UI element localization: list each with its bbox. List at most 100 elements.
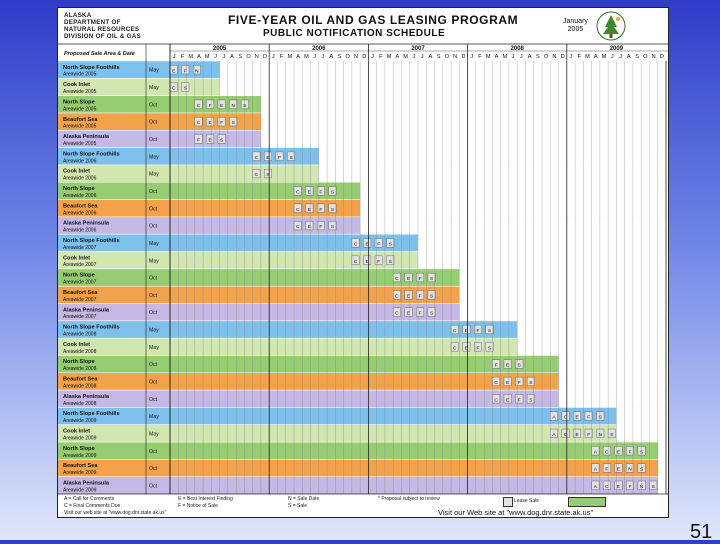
month-label: N	[255, 54, 259, 60]
row-future-area	[260, 130, 668, 148]
milestone-letter: S	[331, 207, 334, 213]
website-link[interactable]: Visit our Web site at "www.dog.dnr.state…	[438, 508, 594, 517]
sale-month: Oct	[149, 276, 158, 282]
sale-month: Oct	[149, 293, 158, 299]
sale-area-name: Cook Inlet	[63, 82, 90, 88]
milestone-box	[602, 463, 611, 473]
org-line: NATURAL RESOURCES	[64, 26, 140, 33]
sale-month: May	[149, 68, 159, 74]
milestone-letter: S	[243, 103, 246, 109]
milestone-box	[217, 117, 226, 127]
milestone-box	[503, 394, 512, 404]
milestone-letter: S	[266, 172, 269, 178]
sale-year-name: Areawide 2005	[63, 124, 97, 130]
milestone-letter: N	[640, 484, 644, 490]
month-label: A	[329, 54, 333, 60]
month-label: M	[387, 54, 392, 60]
sale-month: May	[149, 85, 159, 91]
milestone-letter: S	[599, 415, 602, 421]
month-label: A	[495, 54, 499, 60]
month-label: S	[238, 54, 242, 60]
milestone-letter: F	[629, 449, 632, 455]
row-future-area	[616, 424, 668, 443]
month-label: F	[577, 54, 581, 60]
year-label: 2009	[610, 46, 624, 52]
sale-area-name: Cook Inlet	[63, 169, 90, 175]
column-header: Proposed Sale Area & Date	[64, 51, 135, 57]
sale-area-name: North Slope Foothills	[63, 411, 120, 417]
milestone-letter: E	[208, 138, 211, 144]
milestone-box	[206, 99, 215, 109]
milestone-box	[515, 394, 524, 404]
milestone-box	[427, 307, 436, 317]
sale-year-name: Areawide 2006	[63, 176, 97, 182]
sale-month: May	[149, 328, 159, 334]
milestone-letter: C	[296, 224, 300, 230]
month-label: J	[173, 54, 176, 60]
month-label: J	[412, 54, 415, 60]
sale-area-name: Beaufort Sea	[63, 290, 98, 296]
month-label: S	[437, 54, 441, 60]
month-label: D	[660, 54, 664, 60]
sale-month: May	[149, 241, 159, 247]
milestone-letter: S	[331, 189, 334, 195]
row-future-area	[360, 199, 668, 217]
month-label: N	[552, 54, 556, 60]
month-label: O	[544, 54, 549, 60]
milestone-box	[485, 324, 494, 334]
sale-area-name: Cook Inlet	[63, 429, 90, 435]
row-future-area	[360, 182, 668, 200]
milestone-box	[217, 134, 226, 144]
milestone-box	[427, 272, 436, 283]
milestone-letter: E	[366, 241, 369, 247]
month-label: J	[222, 54, 225, 60]
program-title: FIVE-YEAR OIL AND GAS LEASING PROGRAM	[228, 13, 519, 27]
month-label: J	[371, 54, 374, 60]
milestone-letter: F	[319, 189, 322, 195]
milestone-box	[503, 376, 512, 386]
footnote: * Proposal subject to review	[378, 496, 440, 502]
row-future-area	[558, 372, 668, 391]
milestone-box	[596, 428, 605, 438]
milestone-box	[515, 376, 524, 386]
sale-area-name: North Slope	[63, 186, 95, 192]
sale-year-name: Areawide 2006	[63, 193, 97, 199]
milestone-letter: E	[407, 293, 410, 299]
milestone-box	[626, 480, 634, 490]
month-label: O	[643, 54, 648, 60]
milestone-box	[264, 151, 272, 161]
milestone-box	[275, 151, 284, 161]
milestone-letter: F	[319, 224, 322, 230]
milestone-box	[316, 186, 325, 196]
milestone-box	[287, 151, 296, 161]
milestone-letter: E	[506, 363, 509, 369]
sale-month: Oct	[149, 137, 158, 143]
month-label: O	[346, 54, 351, 60]
month-label: D	[263, 54, 267, 60]
month-label: A	[197, 54, 201, 60]
milestone-box	[561, 428, 570, 438]
milestone-box	[503, 359, 512, 369]
milestone-letter: F	[476, 345, 479, 351]
milestone-letter: E	[308, 224, 311, 230]
milestone-letter: F	[518, 380, 521, 386]
sale-month: Oct	[149, 466, 158, 472]
milestone-box	[374, 238, 383, 248]
milestone-letter: E	[366, 259, 369, 265]
milestone-box	[240, 99, 249, 109]
milestone-box	[462, 342, 471, 352]
milestone-letter: C	[494, 397, 498, 403]
month-label: M	[502, 54, 507, 60]
sale-year-name: Areawide 2009	[63, 453, 97, 459]
month-label: J	[512, 54, 515, 60]
sale-area-name: Cook Inlet	[63, 255, 90, 261]
month-label: S	[635, 54, 639, 60]
sale-area-name: North Slope Foothills	[63, 238, 120, 244]
milestone-box	[573, 411, 582, 421]
sale-year-name: Areawide 2006	[63, 210, 97, 216]
milestone-letter: F	[197, 138, 200, 144]
milestone-letter: S	[389, 241, 392, 247]
schedule-sheet: Proposed Sale Area & Date 2005 J F M A M J J A S O N…	[57, 7, 669, 518]
milestone-letter: F	[319, 207, 322, 213]
milestone-letter: C	[395, 276, 399, 282]
